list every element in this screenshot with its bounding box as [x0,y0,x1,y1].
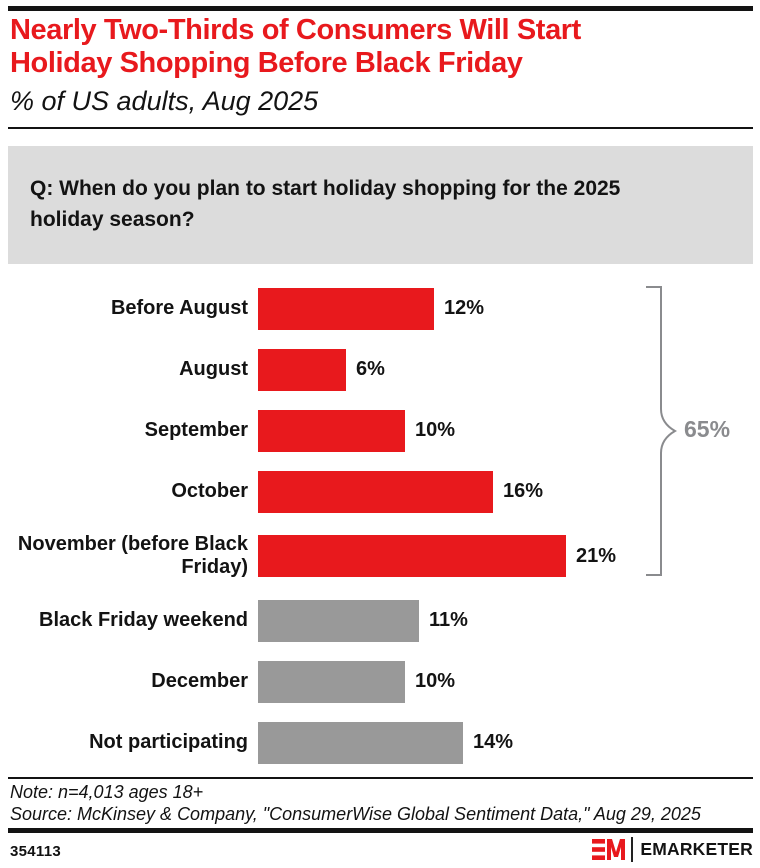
value-label: 16% [503,480,544,502]
brace-total-label: 65% [684,416,731,442]
chart-title: Nearly Two-Thirds of Consumers Will Star… [10,14,581,80]
bar [258,348,346,391]
value-label: 10% [415,419,456,441]
source-text: Source: McKinsey & Company, "ConsumerWis… [10,804,701,824]
bottom-border-rule [8,828,753,833]
value-label: 14% [473,731,514,753]
emarketer-em-icon [592,838,626,860]
value-label: 12% [444,297,485,319]
top-border-rule [8,6,753,11]
category-label: Not participating [89,731,248,753]
bar-row: October 16% [10,461,750,522]
bar [258,660,405,703]
chart-id-number: 354113 [10,843,62,860]
chart-subtitle: % of US adults, Aug 2025 [10,86,319,116]
bar [258,409,405,452]
brand-name: EMARKETER [640,838,753,859]
bar [258,599,419,642]
bar [258,721,463,764]
brand-divider [631,836,634,862]
bar [258,470,493,513]
bar-chart: Before August 12% August 6% September 10% Octo… [10,278,750,773]
category-label: November (before Black Friday) [17,533,248,578]
brace-annotation [646,286,678,576]
bar-row: September 10% [10,400,750,461]
bar-chart-rows: Before August 12% August 6% September 10% Octo… [10,278,750,773]
value-label: 11% [429,609,468,631]
value-label: 21% [576,544,617,567]
chart-title-line2: Holiday Shopping Before Black Friday [10,47,523,79]
footer-divider-rule [8,777,753,779]
survey-question-box: Q: When do you plan to start holiday sho… [8,146,753,264]
category-label: Before August [110,297,248,319]
chart-title-line1: Nearly Two-Thirds of Consumers Will Star… [10,14,581,46]
bar-row: August 6% [10,339,750,400]
bar-row: Not participating 14% [10,712,750,773]
bar-row: December 10% [10,651,750,712]
survey-question-text: Q: When do you plan to start holiday sho… [30,177,621,231]
category-label: September [144,419,248,441]
category-label: December [151,670,248,692]
category-label: Black Friday weekend [39,609,248,631]
bar-row: November (before Black Friday) 21% [10,522,750,590]
bar [258,535,566,577]
note-text: Note: n=4,013 ages 18+ [10,782,204,802]
bar [258,287,434,330]
value-label: 10% [415,670,456,692]
bar-row: Black Friday weekend 11% [10,590,750,651]
header-divider-rule [8,127,753,129]
category-label: August [179,358,248,380]
brand-logo: EMARKETER [592,836,753,862]
value-label: 6% [356,358,385,380]
bar-row: Before August 12% [10,278,750,339]
category-label: October [171,480,248,502]
